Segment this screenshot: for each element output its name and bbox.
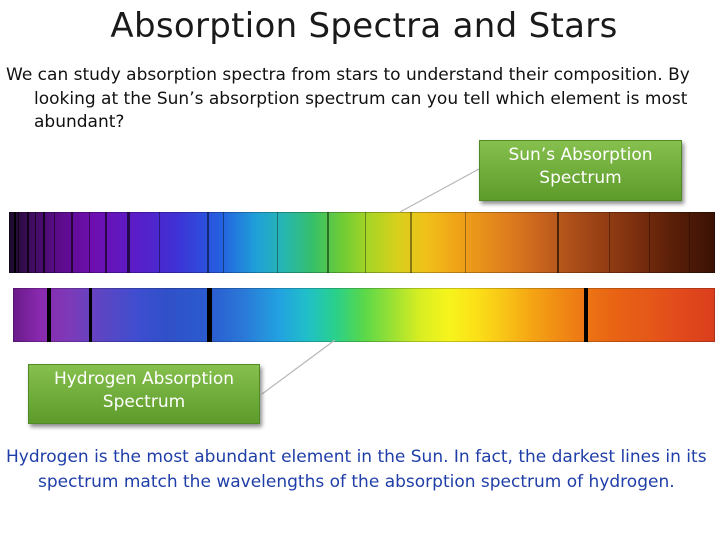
sun-callout-line1: Sun’s Absorption: [508, 145, 653, 165]
hydrogen-callout-line2: Spectrum: [102, 392, 186, 412]
sun-spectrum-callout: Sun’s Absorption Spectrum: [479, 140, 682, 201]
conclusion-paragraph: Hydrogen is the most abundant element in…: [6, 447, 707, 492]
hydrogen-spectrum-callout: Hydrogen Absorption Spectrum: [28, 364, 260, 424]
intro-paragraph: We can study absorption spectra from sta…: [6, 65, 690, 132]
hydrogen-absorption-spectrum: [13, 288, 715, 342]
slide-title: Absorption Spectra and Stars: [110, 6, 618, 46]
hydrogen-callout-line1: Hydrogen Absorption: [53, 369, 235, 389]
sun-callout-line2: Spectrum: [539, 168, 622, 188]
sun-absorption-spectrum: [9, 212, 715, 273]
